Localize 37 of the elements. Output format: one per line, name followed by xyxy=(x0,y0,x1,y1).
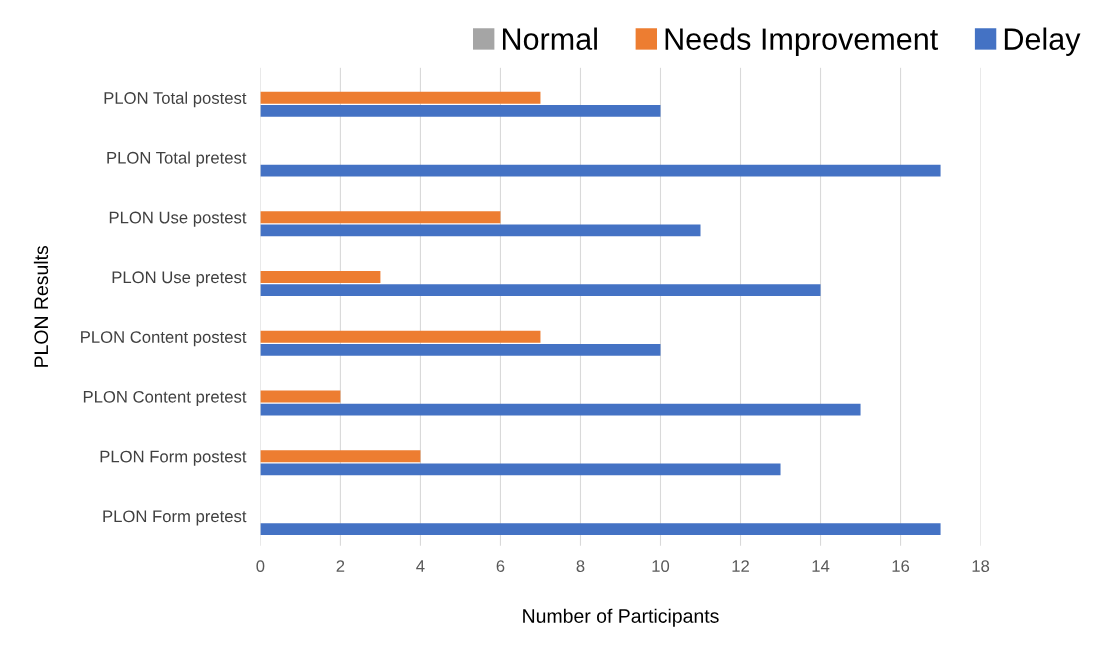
y-tick-label: PLON Form pretest xyxy=(103,510,247,526)
x-tick-label: 18 xyxy=(972,560,990,572)
x-tick-label: 16 xyxy=(892,560,910,572)
legend-label: Normal xyxy=(502,27,597,50)
x-axis-title: Number of Participants xyxy=(523,608,719,627)
bar xyxy=(260,463,781,476)
y-axis-title: PLON Results xyxy=(33,245,49,367)
bar xyxy=(260,271,381,283)
x-tick-label: 2 xyxy=(336,560,345,572)
x-tick-label: 12 xyxy=(732,560,749,572)
bar xyxy=(260,104,661,117)
bar xyxy=(260,390,341,403)
bar xyxy=(260,284,821,297)
legend-label: Needs Improvement xyxy=(665,27,939,56)
y-tick-label: PLON Content postest xyxy=(81,331,247,347)
y-tick-label: PLON Use postest xyxy=(109,211,247,227)
x-tick-label: 0 xyxy=(256,560,265,572)
y-tick-label: PLON Use pretest xyxy=(112,271,247,287)
legend-label: Delay xyxy=(1004,27,1081,56)
y-tick-label: PLON Total pretest xyxy=(107,151,247,167)
bar xyxy=(260,523,941,536)
y-tick-label: PLON Form postest xyxy=(100,450,247,466)
x-tick-label: 14 xyxy=(812,560,830,572)
bar xyxy=(260,450,421,463)
x-tick-label: 4 xyxy=(416,560,425,572)
x-tick-label: 10 xyxy=(652,560,670,572)
bar xyxy=(260,403,861,416)
y-tick-label: PLON Total postest xyxy=(104,91,247,108)
bar xyxy=(260,211,501,224)
bar xyxy=(260,164,941,177)
bar xyxy=(260,91,541,104)
bar xyxy=(260,224,701,237)
bar xyxy=(260,343,661,356)
y-tick-label: PLON Content pretest xyxy=(83,390,247,406)
bar xyxy=(260,330,541,343)
x-tick-label: 8 xyxy=(576,560,585,572)
x-tick-label: 6 xyxy=(496,560,505,572)
